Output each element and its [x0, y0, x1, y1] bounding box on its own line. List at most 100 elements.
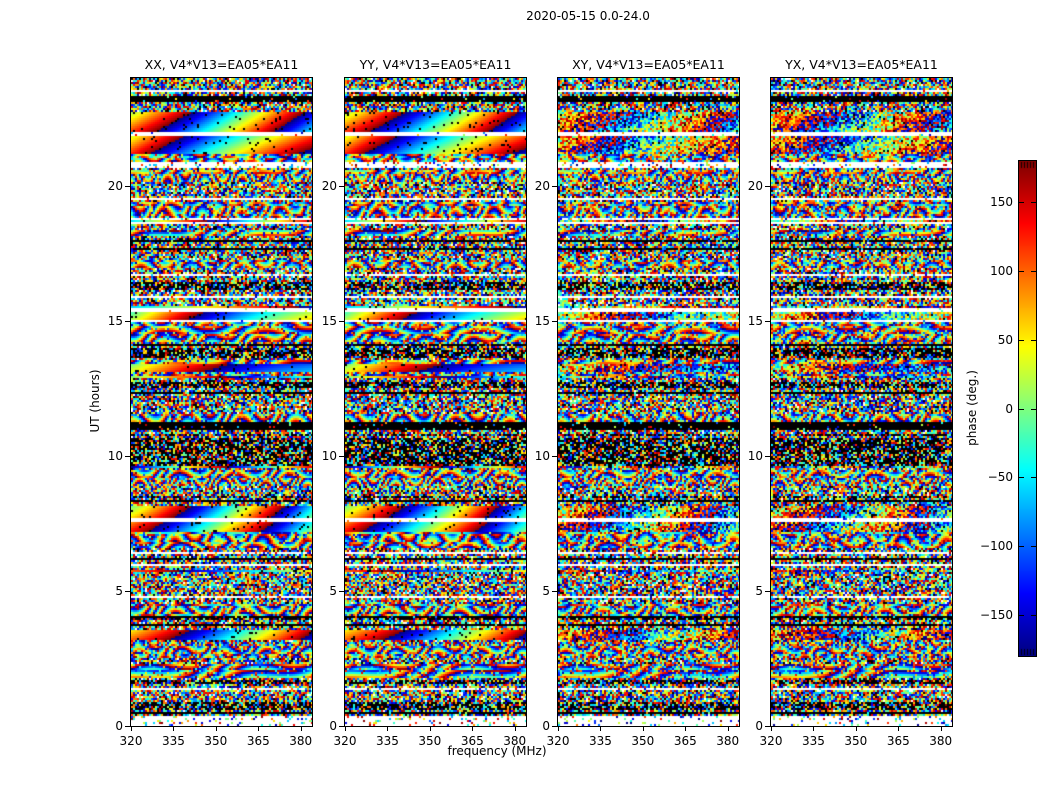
- y-tick-label: 5: [542, 584, 550, 598]
- y-tick-mark: [125, 186, 130, 187]
- y-tick-label: 5: [329, 584, 337, 598]
- colorbar-gradient: [1019, 161, 1036, 656]
- colorbar-tick-label: 50: [997, 332, 1013, 347]
- y-tick-mark: [125, 591, 130, 592]
- panel-title-yx: YX, V4*V13=EA05*EA11: [785, 57, 938, 72]
- y-tick-label: 10: [534, 449, 550, 463]
- x-tick-mark: [685, 726, 687, 731]
- x-tick-label: 350: [204, 734, 228, 748]
- heatmap-xx: [131, 78, 312, 726]
- y-tick-mark: [339, 456, 344, 457]
- y-tick-label: 15: [747, 314, 763, 328]
- y-tick-label: 20: [321, 179, 337, 193]
- x-tick-label: 335: [161, 734, 185, 748]
- x-tick-mark: [558, 726, 559, 731]
- y-tick-mark: [552, 321, 557, 322]
- panel-title-xx: XX, V4*V13=EA05*EA11: [144, 57, 299, 72]
- heatmap-yy: [345, 78, 526, 726]
- x-tick-label: 365: [673, 734, 697, 748]
- colorbar-tick-mark: [1019, 546, 1024, 547]
- y-tick-label: 15: [321, 314, 337, 328]
- x-tick-label: 320: [759, 734, 783, 748]
- x-tick-mark: [898, 726, 900, 731]
- colorbar-tick-label: 100: [990, 264, 1013, 278]
- colorbar-tick-mark: [1019, 202, 1024, 204]
- colorbar: 150 100 50 0 −50 −100 −150: [980, 160, 1037, 657]
- x-tick-mark: [258, 726, 260, 731]
- colorbar-tick-mark: [1031, 271, 1036, 272]
- y-tick-mark: [765, 726, 770, 727]
- x-tick-mark: [300, 726, 302, 731]
- y-tick-label: 20: [534, 179, 550, 193]
- x-tick-mark: [345, 726, 346, 731]
- colorbar-tick-mark: [1031, 477, 1036, 479]
- x-tick-mark: [940, 726, 942, 731]
- panel-yy: YY, V4*V13=EA05*EA11 320 335 350 365 380 0 5 10…: [322, 57, 527, 748]
- x-tick-mark: [727, 726, 729, 731]
- panel-title-xy: XY, V4*V13=EA05*EA11: [572, 57, 725, 72]
- heatmap-yx: [771, 78, 952, 726]
- x-tick-mark: [429, 726, 431, 731]
- x-tick-label: 335: [588, 734, 612, 748]
- colorbar-tick-mark: [1019, 477, 1024, 479]
- y-tick-label: 0: [329, 719, 337, 733]
- y-tick-mark: [552, 591, 557, 592]
- y-tick-mark: [339, 186, 344, 187]
- x-tick-label: 350: [631, 734, 655, 748]
- x-tick-label: 365: [460, 734, 484, 748]
- x-tick-label: 320: [119, 734, 143, 748]
- y-tick-label: 0: [542, 719, 550, 733]
- colorbar-tick-mark: [1031, 202, 1036, 204]
- x-tick-mark: [642, 726, 644, 731]
- y-tick-mark: [339, 726, 344, 727]
- colorbar-tick-mark: [1031, 614, 1036, 616]
- colorbar-tick-mark: [1019, 271, 1024, 272]
- x-tick-label: 320: [546, 734, 570, 748]
- x-tick-label: 320: [333, 734, 357, 748]
- y-tick-mark: [552, 726, 557, 727]
- y-tick-label: 10: [107, 449, 123, 463]
- x-tick-mark: [387, 726, 389, 731]
- y-tick-mark: [552, 456, 557, 457]
- colorbar-tick-label: −100: [980, 539, 1013, 553]
- x-tick-label: 380: [716, 734, 740, 748]
- x-tick-label: 380: [289, 734, 313, 748]
- colorbar-tick-mark: [1031, 546, 1036, 547]
- y-tick-mark: [765, 186, 770, 187]
- colorbar-tick-label: 150: [990, 195, 1013, 210]
- colorbar-tick-mark: [1031, 408, 1036, 410]
- y-tick-mark: [339, 321, 344, 322]
- y-tick-label: 10: [747, 449, 763, 463]
- y-tick-mark: [339, 591, 344, 592]
- y-tick-mark: [765, 456, 770, 457]
- colorbar-tick-label: −50: [987, 470, 1013, 485]
- colorbar-tick-mark: [1019, 339, 1024, 341]
- panel-xx: XX, V4*V13=EA05*EA11 320 335 350 365 380 0 5 10…: [108, 57, 313, 748]
- y-tick-label: 10: [321, 449, 337, 463]
- panel-title-yy: YY, V4*V13=EA05*EA11: [359, 57, 512, 72]
- y-tick-label: 5: [755, 584, 763, 598]
- x-tick-mark: [514, 726, 516, 731]
- x-tick-label: 350: [418, 734, 442, 748]
- y-tick-mark: [125, 726, 130, 727]
- heatmap-xy: [558, 78, 739, 726]
- x-tick-label: 365: [886, 734, 910, 748]
- x-tick-label: 335: [375, 734, 399, 748]
- y-tick-mark: [765, 321, 770, 322]
- y-tick-label: 5: [115, 584, 123, 598]
- x-tick-mark: [813, 726, 815, 731]
- y-tick-label: 0: [115, 719, 123, 733]
- colorbar-label: phase (deg.): [965, 370, 979, 446]
- y-tick-label: 20: [747, 179, 763, 193]
- x-tick-label: 380: [503, 734, 527, 748]
- x-axis-label: frequency (MHz): [447, 744, 547, 758]
- x-tick-mark: [600, 726, 602, 731]
- colorbar-tick-label: −150: [980, 607, 1013, 622]
- colorbar-tick-mark: [1019, 408, 1024, 410]
- y-tick-label: 15: [107, 314, 123, 328]
- y-tick-label: 0: [755, 719, 763, 733]
- x-tick-mark: [771, 726, 772, 731]
- panel-yx: YX, V4*V13=EA05*EA11 320 335 350 365 380 0 5 10…: [748, 57, 953, 748]
- x-tick-mark: [855, 726, 857, 731]
